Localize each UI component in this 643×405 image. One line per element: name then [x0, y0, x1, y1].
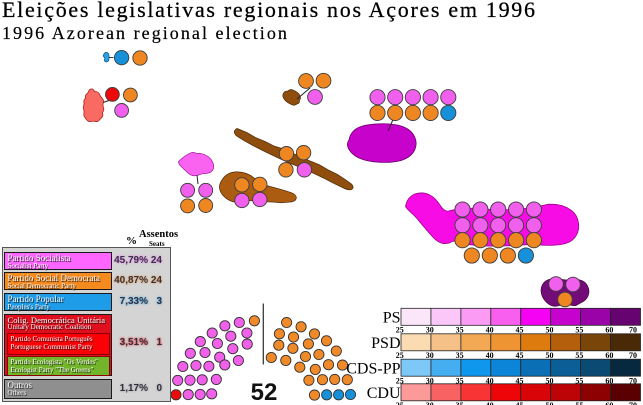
svg-text:25: 25 [396, 376, 404, 385]
svg-text:70: 70 [629, 376, 637, 385]
svg-text:30: 30 [426, 326, 434, 335]
svg-text:40: 40 [486, 401, 494, 405]
svg-text:30: 30 [426, 401, 434, 405]
svg-text:25: 25 [396, 401, 404, 405]
svg-text:25: 25 [396, 351, 404, 360]
svg-text:55: 55 [575, 376, 583, 385]
svg-text:60: 60 [605, 326, 613, 335]
svg-text:30: 30 [426, 376, 434, 385]
svg-text:25: 25 [396, 326, 404, 335]
svg-text:45: 45 [516, 401, 524, 405]
svg-text:35: 35 [456, 376, 464, 385]
svg-text:PSD: PSD [371, 335, 400, 352]
svg-text:CDS-PP: CDS-PP [346, 360, 400, 377]
svg-text:40: 40 [486, 326, 494, 335]
svg-text:35: 35 [456, 326, 464, 335]
svg-text:55: 55 [575, 351, 583, 360]
svg-text:40: 40 [486, 351, 494, 360]
svg-text:50: 50 [545, 401, 553, 405]
svg-text:45: 45 [516, 351, 524, 360]
svg-text:50: 50 [545, 326, 553, 335]
svg-text:70: 70 [629, 351, 637, 360]
svg-text:50: 50 [545, 376, 553, 385]
svg-text:60: 60 [605, 376, 613, 385]
svg-text:40: 40 [486, 376, 494, 385]
svg-text:PS: PS [383, 310, 401, 327]
svg-text:45: 45 [516, 376, 524, 385]
svg-text:50: 50 [545, 351, 553, 360]
svg-text:60: 60 [605, 351, 613, 360]
svg-text:70: 70 [629, 326, 637, 335]
svg-text:45: 45 [516, 326, 524, 335]
svg-text:55: 55 [575, 326, 583, 335]
svg-text:35: 35 [456, 351, 464, 360]
svg-text:30: 30 [426, 351, 434, 360]
svg-text:70: 70 [629, 401, 637, 405]
svg-text:55: 55 [575, 401, 583, 405]
svg-text:60: 60 [605, 401, 613, 405]
svg-text:35: 35 [456, 401, 464, 405]
svg-text:CDU: CDU [367, 385, 401, 402]
